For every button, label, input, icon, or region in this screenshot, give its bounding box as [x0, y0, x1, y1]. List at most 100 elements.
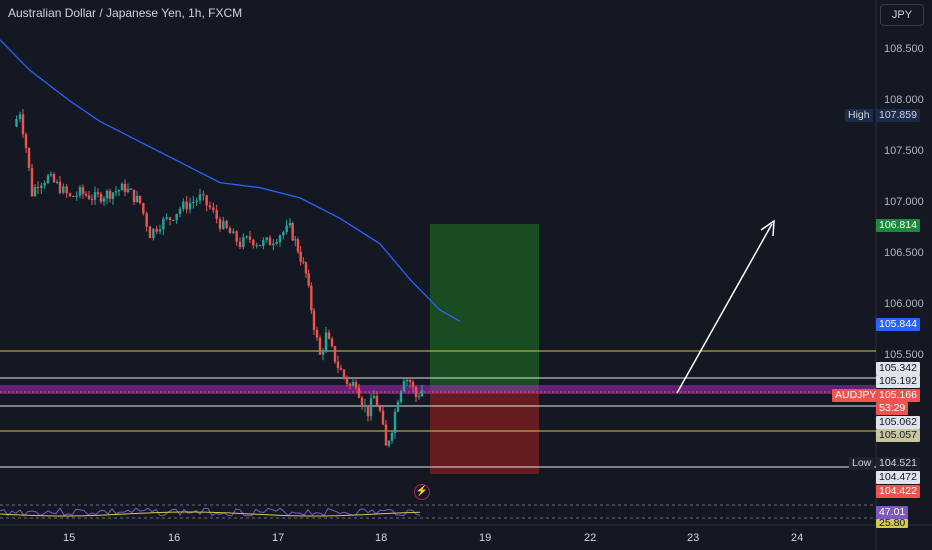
- candle: [372, 390, 376, 399]
- candle: [75, 191, 78, 201]
- candle: [46, 173, 50, 185]
- horizontal-levels: [0, 350, 876, 468]
- y-tick-label: 108.000: [884, 94, 924, 106]
- candle: [351, 379, 355, 387]
- candle: [296, 237, 300, 254]
- candle: [399, 390, 403, 404]
- candle: [265, 236, 268, 243]
- x-tick-label: 22: [584, 532, 597, 544]
- candle: [282, 230, 285, 240]
- candle: [126, 183, 130, 194]
- candle: [182, 198, 185, 212]
- candle: [291, 221, 294, 242]
- low-price-label: 104.521: [876, 457, 920, 470]
- candle: [381, 406, 385, 426]
- candle: [222, 216, 225, 230]
- candle: [158, 224, 162, 235]
- candle: [87, 190, 91, 200]
- candle: [111, 191, 115, 205]
- arrow-shaft[interactable]: [676, 223, 773, 394]
- candle: [117, 189, 121, 197]
- loss-zone[interactable]: [430, 392, 539, 474]
- candle: [360, 395, 364, 410]
- candle: [120, 182, 124, 191]
- candle: [33, 183, 37, 198]
- candle: [414, 385, 418, 403]
- rsi-pane: [0, 504, 876, 519]
- candle: [315, 326, 319, 341]
- candle: [90, 194, 94, 205]
- candle: [387, 439, 391, 448]
- y-tick-label: 106.000: [884, 298, 924, 310]
- candle: [294, 235, 297, 247]
- candle: [212, 202, 215, 214]
- candle: [165, 213, 168, 221]
- x-tick-label: 17: [272, 532, 285, 544]
- y-tick-label: 107.000: [884, 196, 924, 208]
- x-tick-label: 16: [168, 532, 181, 544]
- candle: [310, 282, 313, 314]
- candle: [142, 202, 145, 216]
- candle: [162, 216, 165, 236]
- last-price-label: 105.166: [876, 389, 920, 402]
- candle: [357, 383, 361, 399]
- candle: [330, 336, 334, 348]
- candle: [152, 228, 155, 241]
- candle: [102, 195, 106, 206]
- flash-icon[interactable]: ⚡: [414, 484, 430, 500]
- candle: [99, 191, 103, 204]
- candle: [307, 269, 310, 288]
- candle: [417, 392, 421, 400]
- level-label-5: 104.472: [876, 471, 920, 484]
- candle: [304, 261, 308, 278]
- candle: [58, 176, 62, 195]
- candle: [245, 235, 248, 240]
- currency-button[interactable]: JPY: [880, 4, 924, 26]
- level-label-2: 105.192: [876, 375, 920, 388]
- candle: [268, 235, 272, 246]
- trend-arrow[interactable]: [676, 219, 775, 394]
- candle: [36, 181, 40, 195]
- candle: [255, 242, 258, 249]
- candle: [252, 238, 255, 249]
- candle: [55, 179, 59, 185]
- candle: [93, 186, 97, 205]
- candle: [175, 213, 178, 224]
- y-tick-label: 107.500: [884, 145, 924, 157]
- candle: [366, 404, 370, 422]
- trade-zones: [430, 224, 539, 474]
- ma-line[interactable]: [0, 39, 461, 322]
- candle: [15, 115, 18, 128]
- high-tag: High: [845, 109, 873, 122]
- candle: [375, 392, 379, 408]
- candle: [378, 404, 382, 413]
- candle: [420, 384, 424, 397]
- candle: [238, 237, 242, 249]
- candle: [132, 189, 136, 206]
- candle: [178, 206, 182, 218]
- candle: [198, 188, 202, 204]
- candle: [312, 308, 316, 336]
- candle: [396, 399, 400, 413]
- candle: [393, 408, 397, 439]
- target-price-label: 106.814: [876, 219, 920, 232]
- x-tick-label: 24: [791, 532, 804, 544]
- candle: [235, 230, 238, 246]
- profit-zone[interactable]: [430, 224, 539, 392]
- candle: [408, 376, 412, 388]
- candle: [145, 211, 148, 232]
- support-band[interactable]: [0, 385, 876, 394]
- candle: [405, 378, 409, 387]
- x-tick-label: 18: [375, 532, 388, 544]
- level-label-4: 105.057: [876, 429, 920, 442]
- x-tick-label: 15: [63, 532, 76, 544]
- level-label-6: 104.422: [876, 485, 920, 498]
- low-tag: Low: [849, 457, 875, 470]
- candle: [336, 355, 340, 374]
- candle: [402, 379, 406, 392]
- y-tick-label: 105.500: [884, 349, 924, 361]
- candle: [68, 192, 72, 198]
- candle: [78, 185, 82, 199]
- candle: [363, 399, 367, 413]
